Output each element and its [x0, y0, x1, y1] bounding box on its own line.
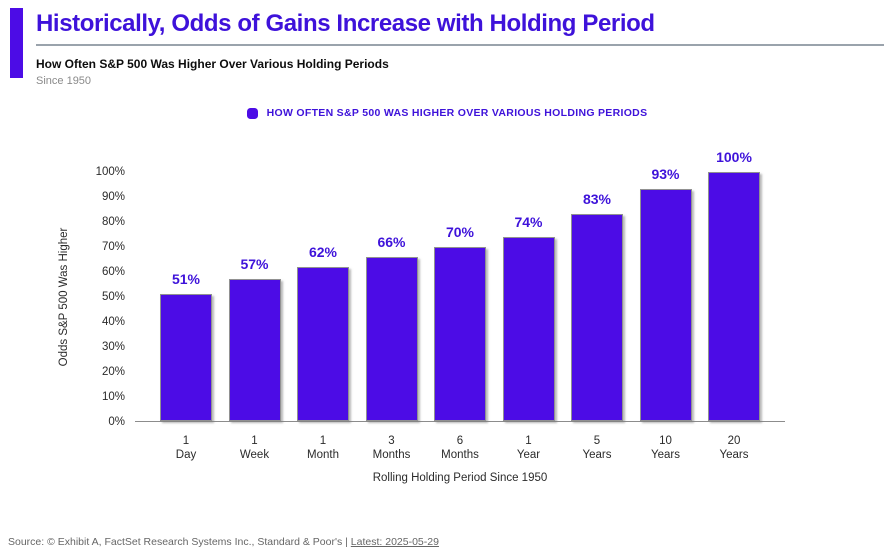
- x-tick-label: 1 Year: [516, 435, 541, 461]
- legend-label: HOW OFTEN S&P 500 WAS HIGHER OVER VARIOU…: [266, 107, 648, 119]
- bar: [160, 294, 212, 421]
- bar-value-label: 70%: [445, 223, 475, 240]
- x-tick-label: 20 Years: [719, 435, 749, 461]
- chart-period-note: Since 1950: [36, 75, 92, 87]
- bar: [708, 172, 760, 421]
- bar-value-label: 93%: [651, 166, 680, 183]
- x-axis-tick-labels: 1 Day 1 Week 1 Month 3 Months 6 Months 1 Year 5 Years…: [135, 434, 785, 462]
- y-tick-label: 80%: [101, 216, 125, 228]
- y-tick-label: 10%: [101, 391, 125, 403]
- bar-value-label: 83%: [582, 191, 612, 208]
- y-tick-label: 50%: [101, 291, 125, 303]
- bar-slot: 57%: [228, 172, 281, 421]
- y-tick-label: 0%: [108, 416, 125, 428]
- bar-slot: 51%: [160, 172, 212, 421]
- bar: [502, 236, 555, 421]
- bar-value-label: 100%: [716, 149, 752, 165]
- bar-value-label: 74%: [514, 213, 543, 230]
- latest-date-link[interactable]: Latest: 2025-05-29: [350, 536, 439, 548]
- y-tick-label: 60%: [101, 266, 125, 278]
- legend: HOW OFTEN S&P 500 WAS HIGHER OVER VARIOU…: [0, 107, 894, 119]
- bar-value-label: 62%: [308, 243, 338, 260]
- source-text: Source: © Exhibit A, FactSet Research Sy…: [8, 536, 351, 548]
- bar-slot: 70%: [434, 172, 486, 421]
- bar-value-label: 57%: [240, 256, 269, 273]
- page-title: Historically, Odds of Gains Increase wit…: [36, 10, 655, 37]
- bar-slot: 83%: [571, 172, 623, 421]
- plot-area: 51% 57% 62% 66% 70% 74% 83% 93% 100%: [135, 149, 785, 422]
- bar-value-label: 66%: [377, 233, 406, 250]
- bar-slot: 93%: [639, 166, 692, 421]
- bar: [297, 266, 349, 421]
- x-tick-label: 1 Day: [175, 435, 197, 461]
- x-tick-label: 1 Month: [307, 435, 339, 461]
- y-tick-label: 100%: [95, 166, 125, 178]
- y-tick-label: 20%: [101, 366, 125, 378]
- bar-slot: 100%: [708, 149, 760, 421]
- y-tick-label: 30%: [101, 341, 125, 353]
- header-divider: [36, 44, 884, 46]
- accent-bar: [10, 8, 23, 78]
- y-tick-label: 70%: [101, 241, 125, 253]
- bar: [228, 279, 281, 421]
- bar-value-label: 51%: [171, 271, 201, 288]
- bar: [365, 256, 418, 421]
- x-tick-label: 1 Week: [239, 435, 270, 461]
- x-tick-label: 5 Years: [582, 435, 612, 461]
- bar-slot: 74%: [502, 172, 555, 421]
- source-line: Source: © Exhibit A, FactSet Research Sy…: [8, 536, 439, 548]
- x-axis-title: Rolling Holding Period Since 1950: [372, 472, 548, 484]
- x-tick-label: 6 Months: [441, 435, 479, 461]
- legend-square-icon: [246, 107, 258, 119]
- y-tick-label: 40%: [101, 316, 125, 328]
- bar-slot: 66%: [365, 172, 418, 421]
- bar: [434, 246, 486, 421]
- x-tick-label: 10 Years: [651, 435, 680, 461]
- bar: [639, 189, 692, 421]
- bar: [571, 214, 623, 421]
- chart-subtitle: How Often S&P 500 Was Higher Over Variou…: [36, 57, 389, 71]
- y-tick-label: 90%: [101, 191, 125, 203]
- x-tick-label: 3 Months: [372, 435, 411, 461]
- bar-slot: 62%: [297, 172, 349, 421]
